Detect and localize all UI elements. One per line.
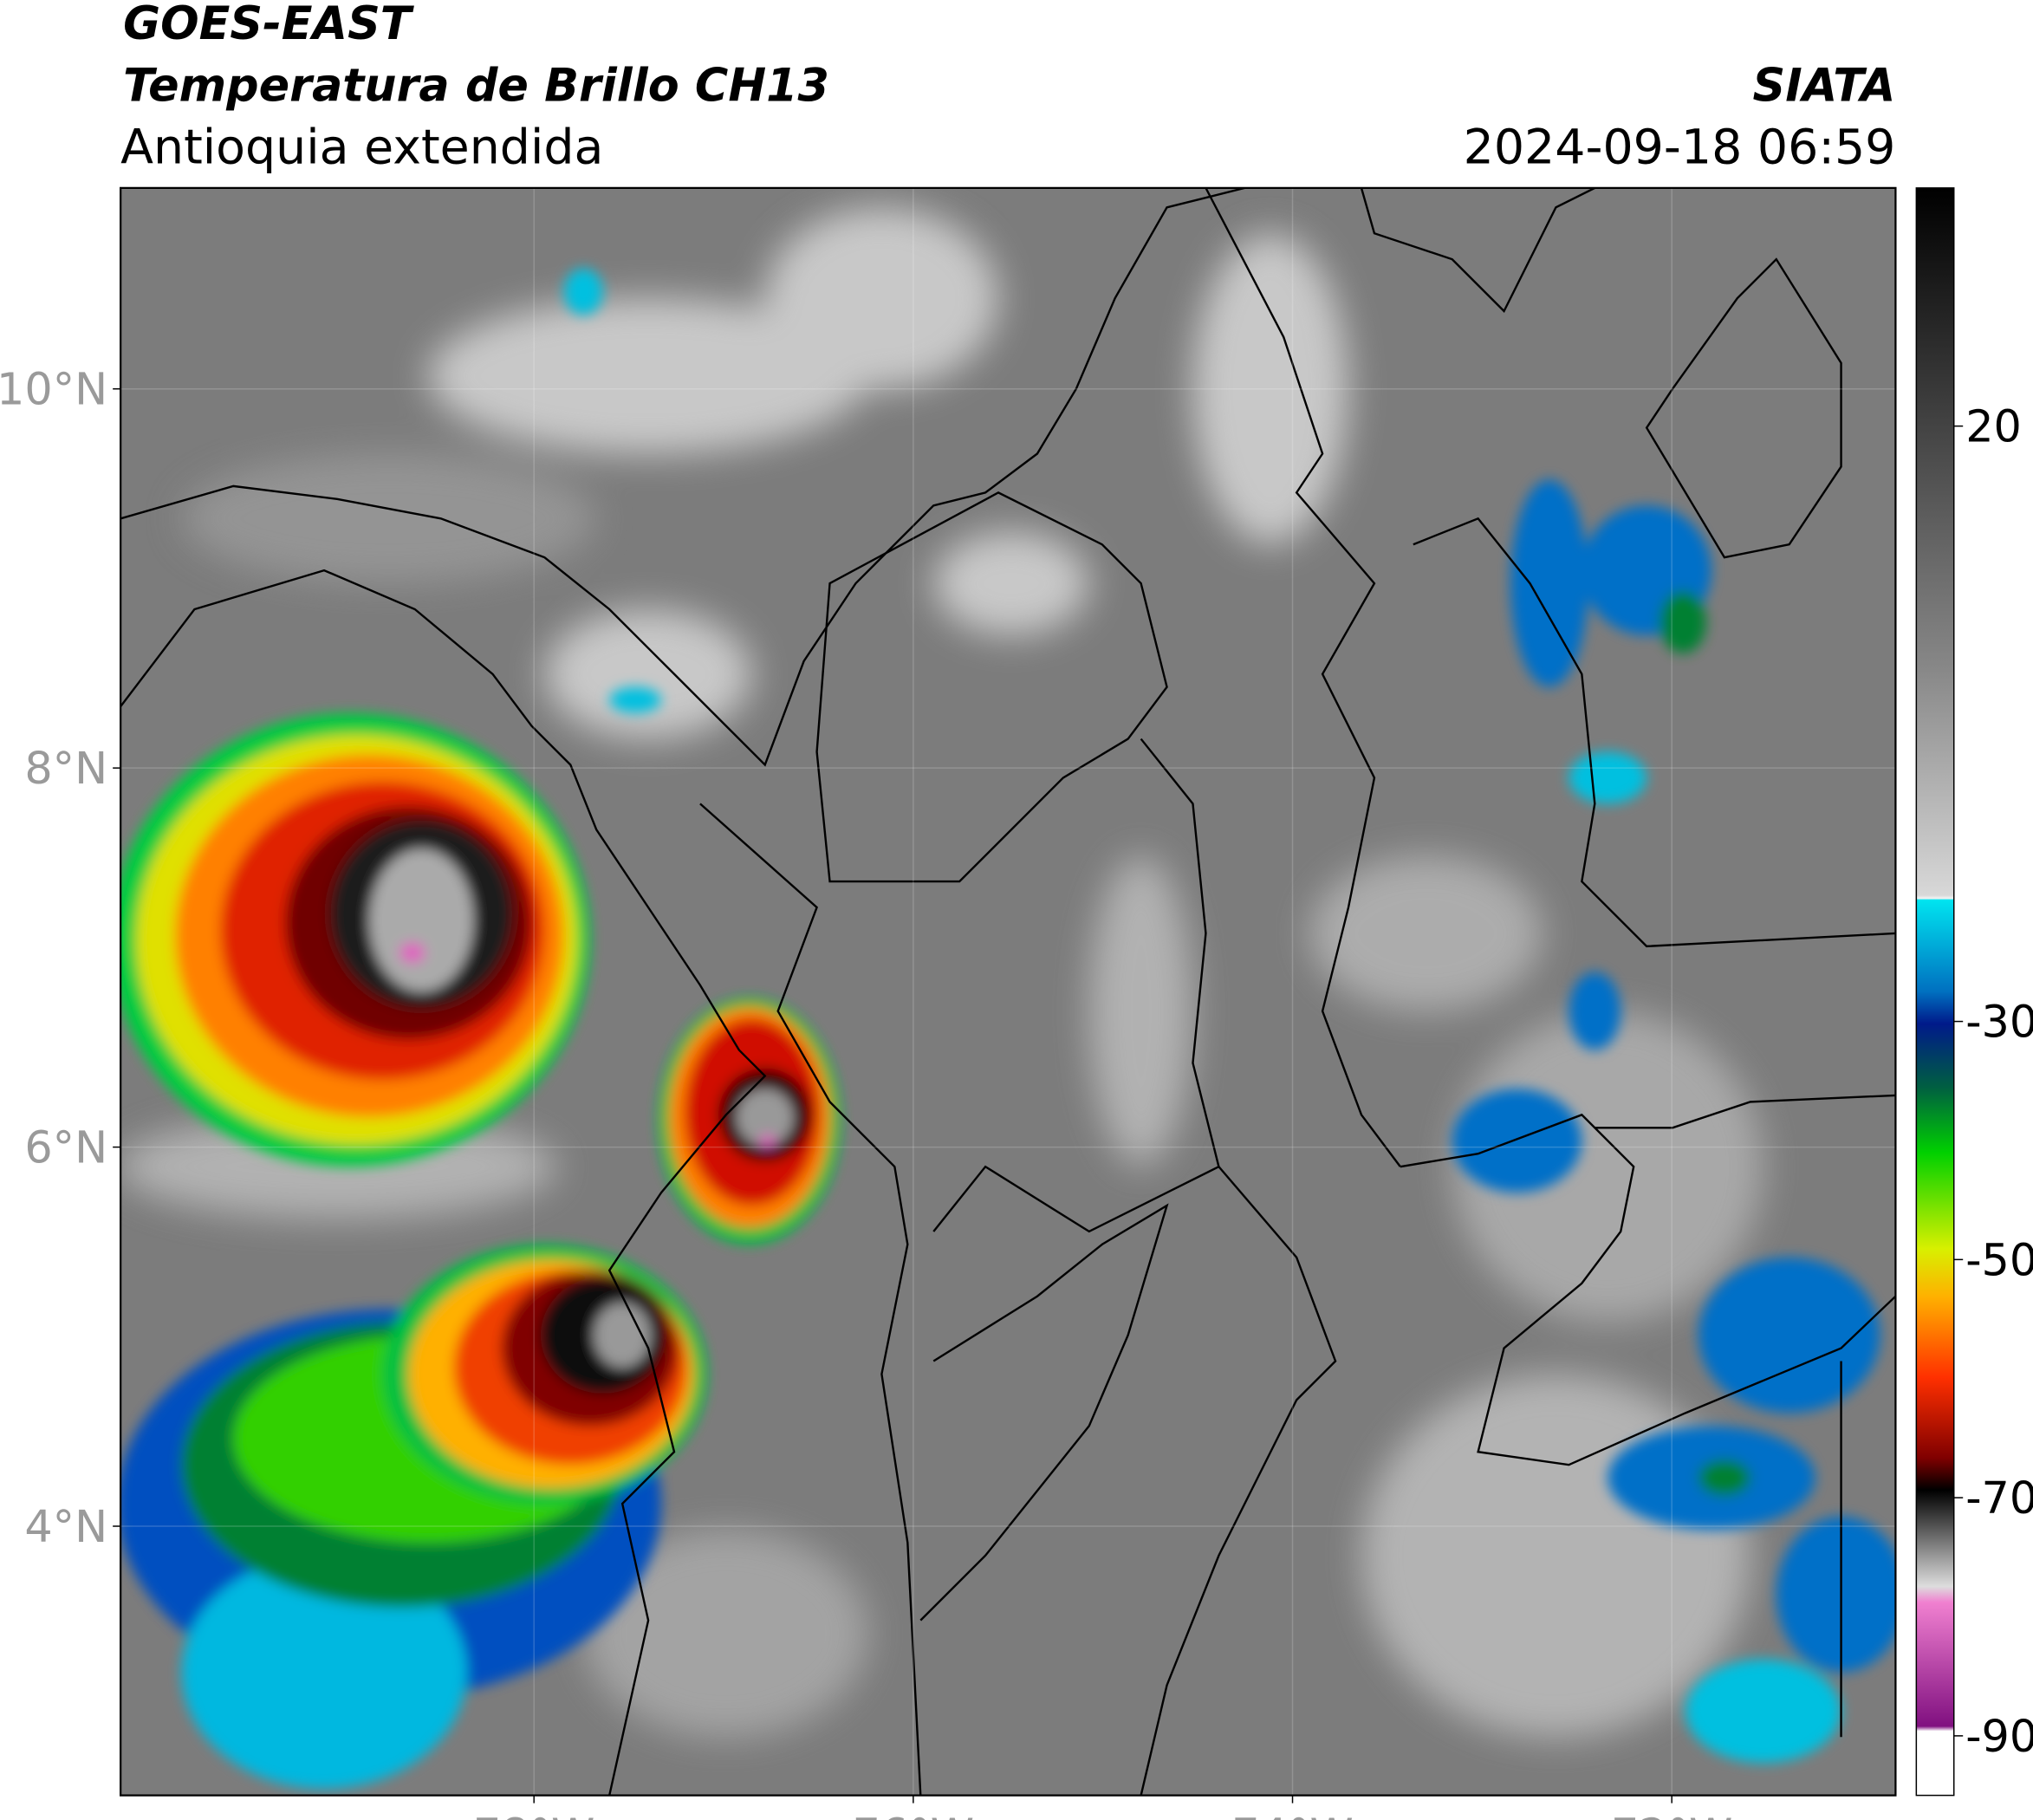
- subtitle: Temperatura de Brillo CH13: [123, 60, 829, 113]
- colorbar-label: -90: [1965, 1711, 2033, 1762]
- map-frame: [120, 186, 1897, 1797]
- y-tick-label: 8°N: [24, 743, 107, 794]
- satellite-image: [120, 187, 1896, 1796]
- x-tick-label: 74°W: [1231, 1809, 1353, 1820]
- y-tick-label: 4°N: [24, 1501, 107, 1552]
- region: Antioquia extendida: [120, 120, 603, 175]
- colorbar-label: -50: [1965, 1234, 2033, 1285]
- colorbar-label: -70: [1965, 1472, 2033, 1524]
- x-tick-label: 72°W: [1611, 1809, 1732, 1820]
- title: GOES-EAST: [123, 0, 415, 50]
- datetime: 2024-09-18 06:59: [1464, 120, 1896, 175]
- x-tick-label: 76°W: [853, 1809, 974, 1820]
- x-tick-label: 78°W: [473, 1809, 594, 1820]
- colorbar-label: 20: [1965, 401, 2022, 452]
- source: SIATA: [1753, 60, 1896, 113]
- colorbar-label: -30: [1965, 997, 2033, 1048]
- y-tick-label: 10°N: [0, 364, 107, 415]
- colorbar: [1915, 187, 1955, 1797]
- y-tick-label: 6°N: [24, 1122, 107, 1173]
